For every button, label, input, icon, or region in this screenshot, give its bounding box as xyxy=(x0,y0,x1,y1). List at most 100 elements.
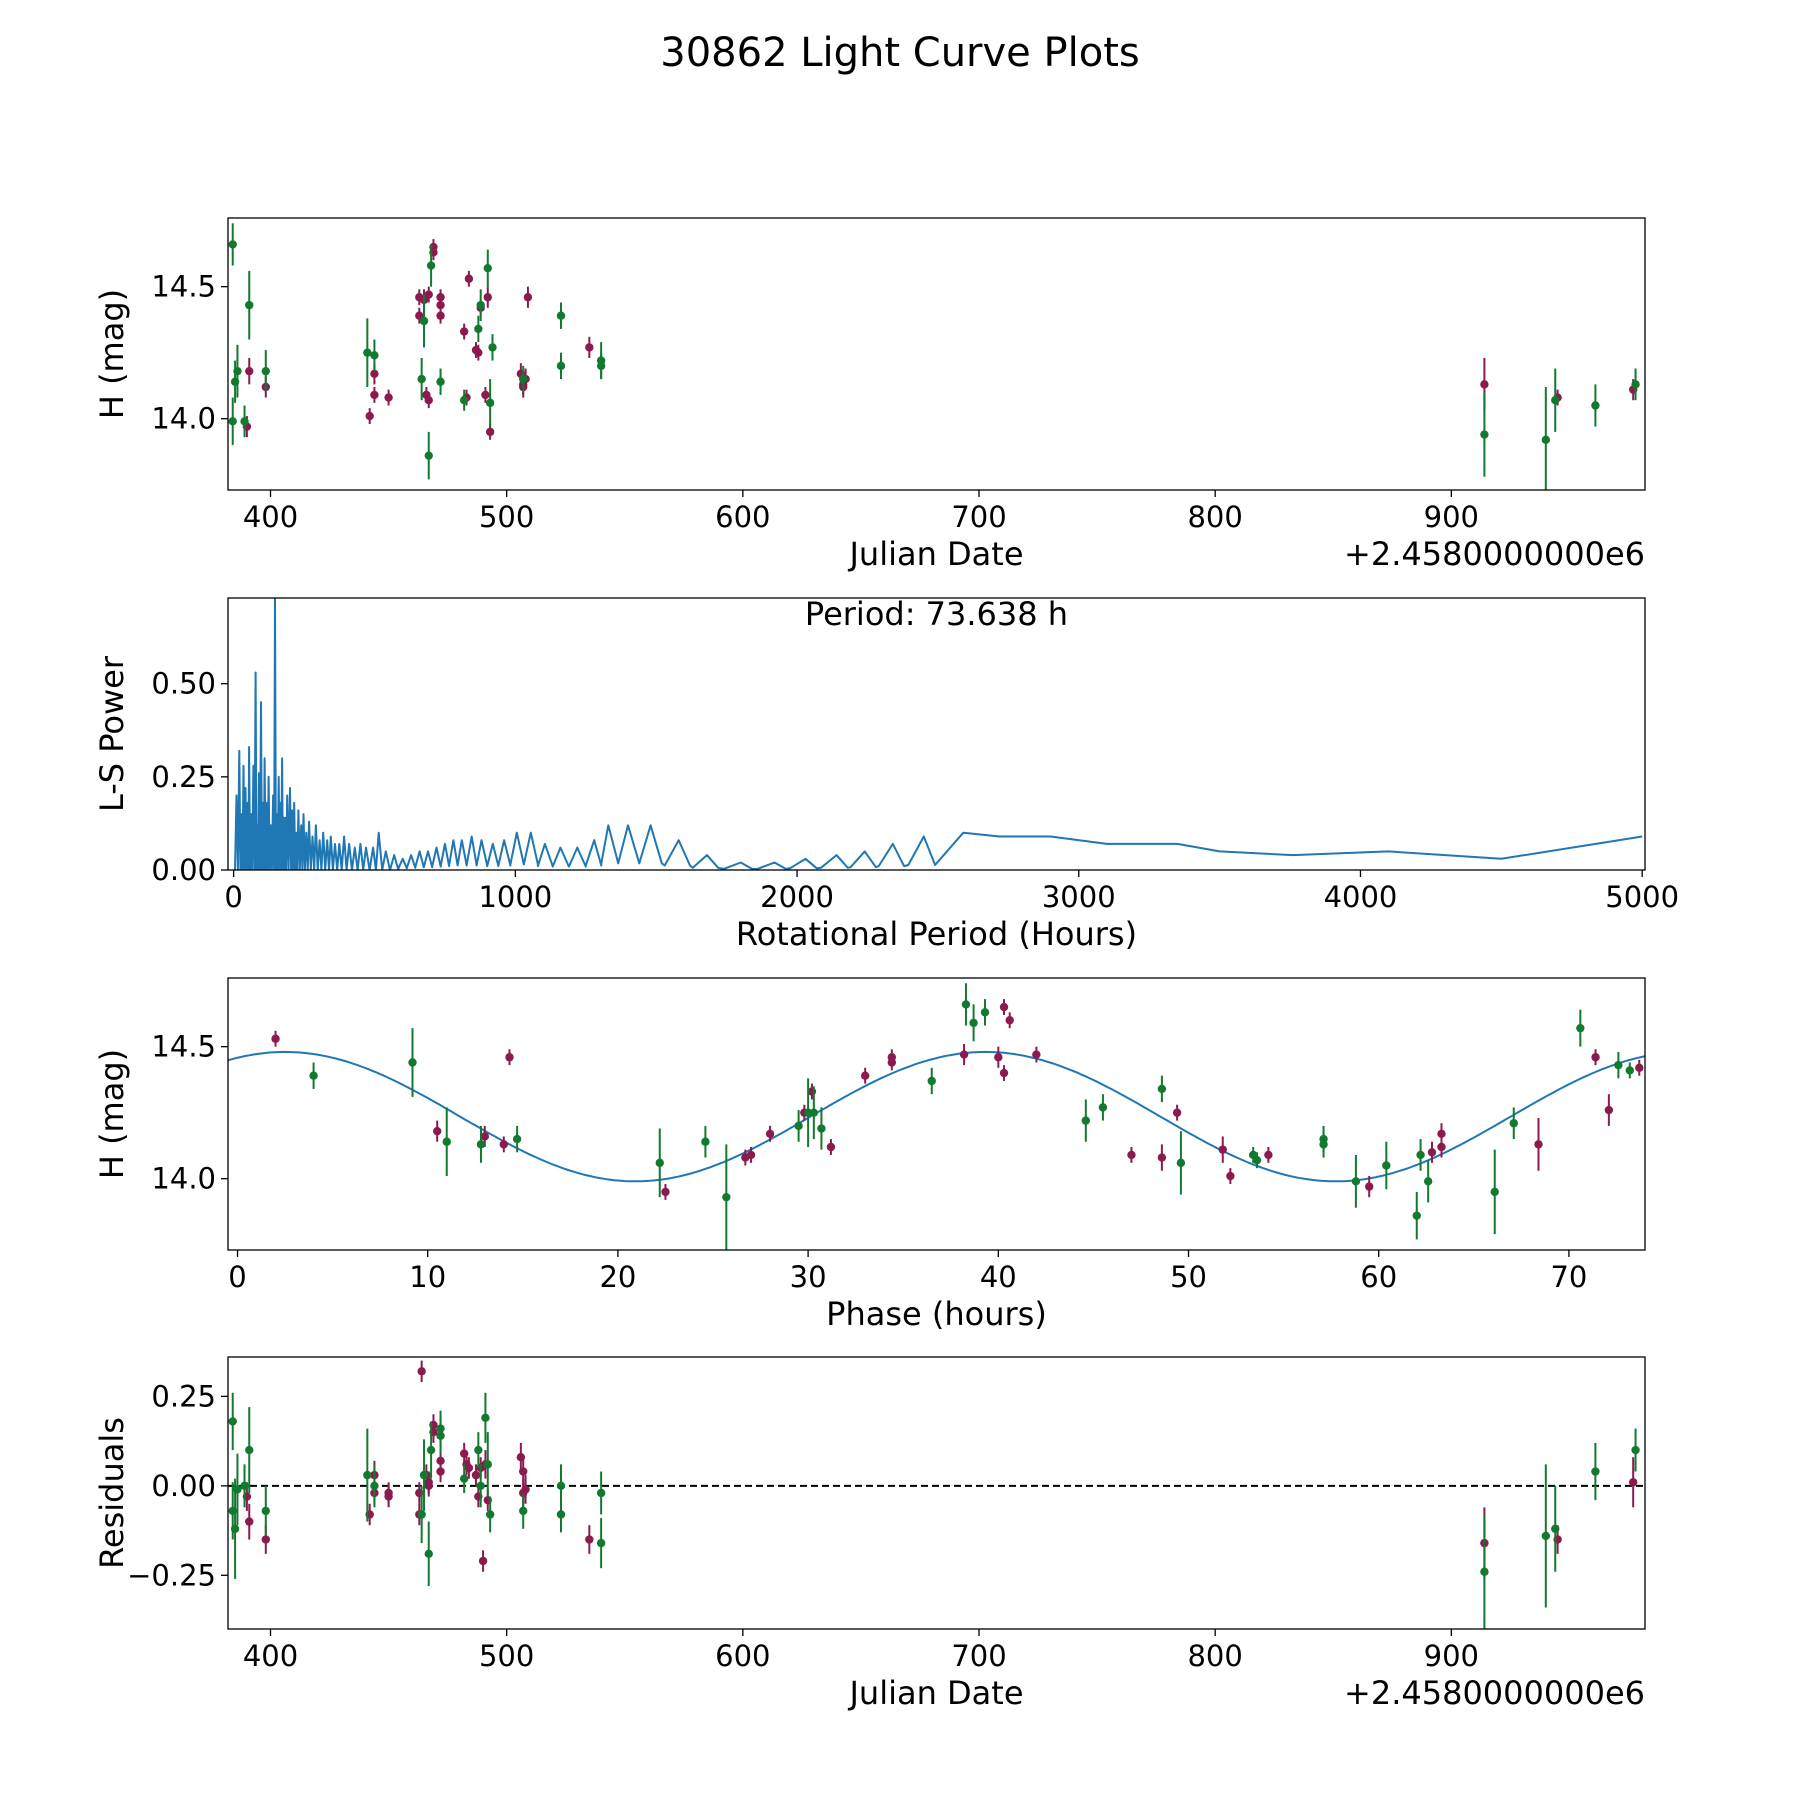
data-point xyxy=(1551,1524,1560,1533)
phased-point-series-2 xyxy=(1625,1062,1634,1079)
data-point xyxy=(927,1076,936,1086)
residuals-point-series-1 xyxy=(521,1475,530,1504)
data-point xyxy=(480,1132,489,1141)
phased-model-curve xyxy=(228,1050,1645,1183)
data-point xyxy=(959,1050,969,1059)
lightcurve-point-series-2 xyxy=(436,368,445,395)
lightcurve-x-offset: +2.4580000000e6 xyxy=(1344,535,1645,573)
phased-point-series-1 xyxy=(505,1049,514,1066)
data-point xyxy=(476,1481,485,1491)
data-point xyxy=(1635,1063,1644,1072)
residuals-point-series-1 xyxy=(417,1360,426,1383)
periodogram-xlabel: Rotational Period (Hours) xyxy=(736,915,1137,953)
phased-point-series-1 xyxy=(1635,1059,1644,1076)
residuals-point-series-2 xyxy=(1631,1428,1640,1472)
data-point xyxy=(596,1488,606,1498)
periodogram-ytick-label: 0.50 xyxy=(151,667,216,701)
data-point xyxy=(433,1126,442,1136)
lightcurve-point-series-2 xyxy=(245,270,254,340)
lightcurve-point-series-2 xyxy=(1631,368,1640,401)
lightcurve-point-series-2 xyxy=(228,397,237,446)
phased-point-series-1 xyxy=(1264,1147,1273,1163)
residuals-point-series-2 xyxy=(419,1439,429,1511)
residuals-point-series-2 xyxy=(483,1432,492,1497)
lightcurve-point-series-2 xyxy=(476,289,485,321)
data-point xyxy=(464,1463,474,1473)
residuals-point-series-2 xyxy=(481,1392,490,1443)
data-point xyxy=(1319,1140,1328,1149)
phased-frame xyxy=(227,977,1646,1251)
lightcurve-point-series-2 xyxy=(1541,387,1551,490)
phased-point-series-2 xyxy=(309,1062,318,1089)
data-point xyxy=(370,390,379,400)
data-point xyxy=(233,1485,242,1494)
data-point xyxy=(1541,1531,1551,1541)
data-point xyxy=(363,1470,372,1480)
data-point xyxy=(436,1424,445,1433)
lightcurve-point-series-1 xyxy=(464,270,474,287)
phased-point-series-1 xyxy=(1157,1144,1167,1171)
phased-point-series-1 xyxy=(1226,1168,1235,1184)
data-point xyxy=(370,369,379,379)
data-point xyxy=(1423,1177,1433,1186)
data-point xyxy=(1226,1171,1235,1181)
data-point xyxy=(436,377,445,386)
data-point xyxy=(459,396,469,405)
periodogram-xtick-label: 0 xyxy=(224,880,242,914)
residuals-point-series-2 xyxy=(474,1432,483,1468)
data-point xyxy=(980,1008,990,1017)
residuals-xtick-label: 500 xyxy=(479,1639,534,1673)
residuals-point-series-1 xyxy=(424,1475,433,1497)
data-point xyxy=(817,1124,826,1133)
residuals-point-series-1 xyxy=(245,1503,254,1540)
lightcurve-point-series-1 xyxy=(483,286,492,308)
data-point xyxy=(961,1000,971,1009)
data-point xyxy=(701,1137,710,1146)
phased-point-series-1 xyxy=(999,1065,1009,1081)
data-point xyxy=(417,1367,426,1376)
data-point xyxy=(245,1445,254,1455)
data-point xyxy=(240,417,249,426)
data-point xyxy=(426,261,436,270)
data-point xyxy=(370,1481,379,1491)
periodogram-panel: 0 1000 2000 3000 4000 5000 0.00 0.25 0.50 Rotati… xyxy=(93,595,1679,953)
data-point xyxy=(1081,1116,1091,1125)
residuals-point-series-2 xyxy=(240,1464,249,1508)
figure-title: 30862 Light Curve Plots xyxy=(660,30,1139,76)
lightcurve-point-series-1 xyxy=(424,286,433,303)
data-point xyxy=(240,1481,249,1491)
data-point xyxy=(1631,380,1640,389)
phased-point-series-1 xyxy=(433,1120,442,1142)
residuals-point-series-2 xyxy=(476,1464,485,1508)
data-point xyxy=(1631,1445,1640,1455)
data-point xyxy=(1351,1177,1361,1186)
data-point xyxy=(474,324,483,334)
phased-point-series-1 xyxy=(765,1125,775,1142)
data-point xyxy=(1614,1060,1623,1070)
data-point xyxy=(521,1485,530,1494)
data-point xyxy=(1509,1119,1518,1128)
data-point xyxy=(459,1474,469,1483)
phased-xtick-label: 0 xyxy=(228,1260,246,1294)
data-point xyxy=(384,1488,393,1498)
lightcurve-point-series-1 xyxy=(245,357,254,385)
lightcurve-point-series-2 xyxy=(474,315,483,343)
lightcurve-xtick-label: 700 xyxy=(951,500,1006,534)
residuals-point-series-2 xyxy=(233,1453,242,1526)
data-point xyxy=(1005,1016,1014,1025)
data-point xyxy=(426,1445,436,1455)
lightcurve-point-series-1 xyxy=(459,323,469,340)
data-point xyxy=(442,1137,451,1146)
lightcurve-frame xyxy=(227,217,1646,491)
residuals-point-series-2 xyxy=(519,1493,528,1529)
data-point xyxy=(1480,1567,1489,1576)
lightcurve-point-series-2 xyxy=(419,294,429,348)
data-point xyxy=(722,1192,731,1202)
data-point xyxy=(476,1140,486,1149)
data-point xyxy=(1032,1050,1041,1059)
phased-point-series-2 xyxy=(1614,1051,1623,1079)
data-point xyxy=(481,1413,490,1423)
phased-point-series-2 xyxy=(722,1144,731,1250)
data-point xyxy=(512,1134,522,1144)
residuals-point-series-1 xyxy=(478,1550,488,1572)
